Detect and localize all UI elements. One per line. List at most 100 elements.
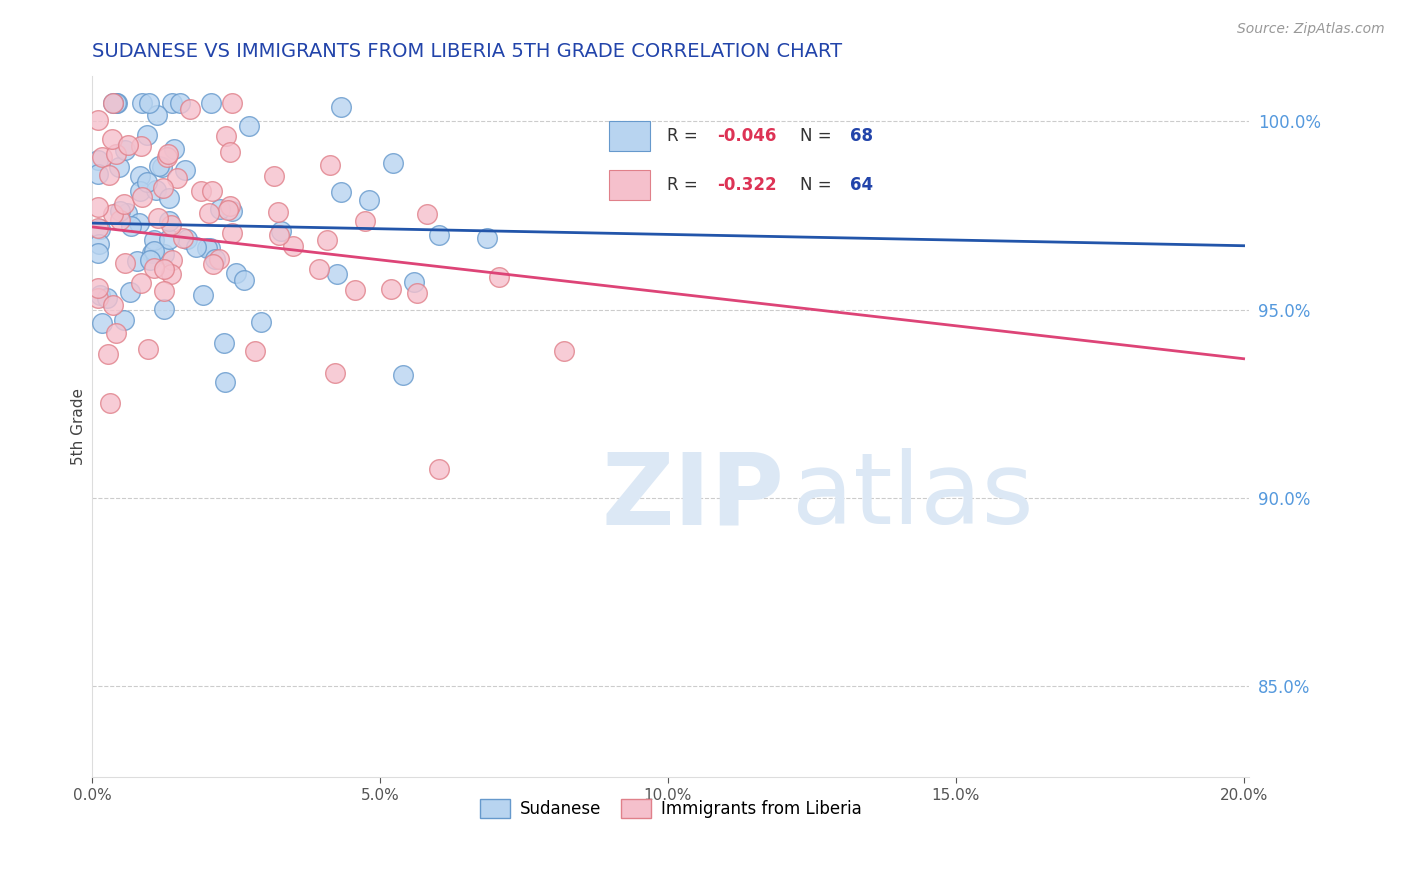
- Point: [96, 291, 118, 305]
- Point: [225, 266, 247, 280]
- Point: [104, 95, 127, 110]
- Point: [128, 216, 150, 230]
- Point: [129, 276, 152, 290]
- Point: [157, 191, 180, 205]
- Point: [329, 185, 352, 199]
- Point: [176, 232, 198, 246]
- Point: [143, 244, 166, 258]
- Point: [128, 184, 150, 198]
- Point: [427, 461, 450, 475]
- Point: [101, 96, 124, 111]
- Point: [208, 202, 231, 216]
- Point: [172, 231, 194, 245]
- Point: [166, 170, 188, 185]
- Point: [326, 267, 349, 281]
- Point: [152, 262, 174, 277]
- Point: [120, 285, 142, 299]
- Point: [86, 281, 108, 295]
- Point: [152, 302, 174, 317]
- Point: [359, 193, 381, 207]
- Point: [163, 142, 186, 156]
- Text: SUDANESE VS IMMIGRANTS FROM LIBERIA 5TH GRADE CORRELATION CHART: SUDANESE VS IMMIGRANTS FROM LIBERIA 5TH …: [91, 42, 842, 61]
- Point: [249, 315, 271, 329]
- Point: [201, 184, 224, 198]
- Point: [406, 285, 429, 300]
- Point: [218, 202, 240, 217]
- Point: [316, 233, 339, 247]
- Point: [157, 213, 180, 227]
- Point: [215, 128, 238, 143]
- Point: [89, 222, 111, 236]
- Point: [110, 212, 132, 227]
- Point: [115, 205, 138, 219]
- Point: [263, 169, 285, 183]
- Point: [201, 257, 224, 271]
- Point: [98, 168, 121, 182]
- Point: [221, 226, 243, 240]
- Point: [281, 239, 304, 253]
- Text: ZIP: ZIP: [602, 448, 785, 545]
- Point: [104, 147, 127, 161]
- Point: [91, 316, 114, 330]
- Point: [138, 95, 160, 110]
- Point: [103, 298, 125, 312]
- Point: [174, 163, 197, 178]
- Point: [198, 241, 221, 255]
- Point: [404, 275, 426, 289]
- Point: [98, 396, 121, 410]
- Point: [269, 227, 291, 242]
- Point: [380, 282, 402, 296]
- Point: [105, 95, 128, 110]
- Point: [160, 253, 183, 268]
- Point: [343, 284, 366, 298]
- Point: [120, 219, 142, 234]
- Point: [179, 102, 201, 116]
- Point: [207, 252, 229, 266]
- Point: [198, 206, 221, 220]
- Point: [138, 253, 160, 268]
- Point: [160, 95, 183, 110]
- Point: [232, 273, 254, 287]
- Point: [212, 336, 235, 351]
- Point: [86, 291, 108, 305]
- Y-axis label: 5th Grade: 5th Grade: [72, 388, 86, 465]
- Point: [157, 147, 180, 161]
- Point: [191, 288, 214, 302]
- Point: [153, 285, 176, 299]
- Point: [190, 184, 212, 198]
- Point: [136, 128, 159, 142]
- Point: [381, 156, 404, 170]
- Point: [200, 95, 222, 110]
- Point: [238, 119, 260, 133]
- Point: [97, 347, 120, 361]
- Point: [104, 326, 127, 340]
- Point: [218, 145, 240, 159]
- Point: [308, 261, 330, 276]
- Point: [101, 132, 124, 146]
- Point: [267, 205, 290, 219]
- Point: [86, 167, 108, 181]
- Point: [145, 183, 167, 197]
- Point: [143, 233, 166, 247]
- Point: [488, 270, 510, 285]
- Point: [391, 368, 413, 383]
- Point: [323, 366, 346, 380]
- Point: [146, 211, 169, 226]
- Point: [129, 139, 152, 153]
- Text: atlas: atlas: [792, 448, 1033, 545]
- Point: [87, 237, 110, 252]
- Point: [416, 207, 439, 221]
- Point: [143, 260, 166, 275]
- Point: [221, 95, 243, 110]
- Point: [245, 344, 267, 359]
- Point: [86, 113, 108, 128]
- Point: [136, 175, 159, 189]
- Point: [146, 108, 169, 122]
- Point: [153, 247, 176, 261]
- Point: [427, 228, 450, 243]
- Point: [219, 199, 242, 213]
- Legend: Sudanese, Immigrants from Liberia: Sudanese, Immigrants from Liberia: [472, 792, 869, 824]
- Point: [103, 207, 125, 221]
- Point: [141, 245, 163, 260]
- Point: [152, 181, 174, 195]
